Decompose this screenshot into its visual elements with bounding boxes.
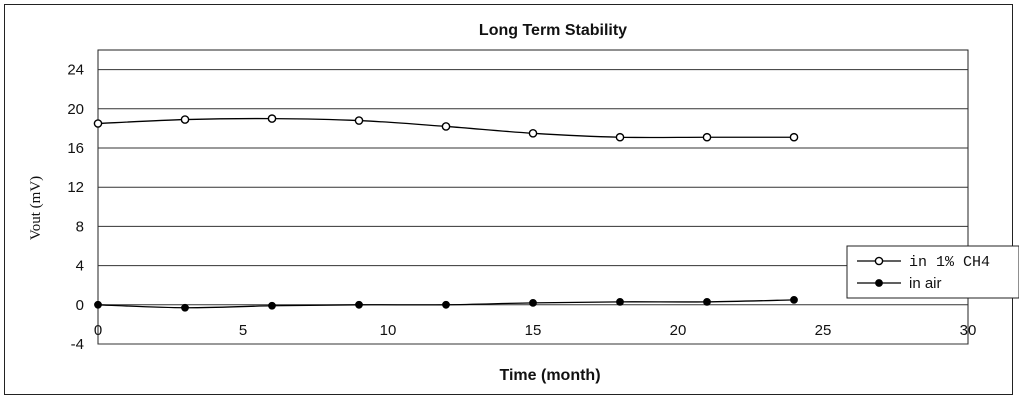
data-point [703,297,711,306]
y-tick-label: 24 [67,62,84,79]
data-point [441,122,451,131]
x-tick-label: 30 [960,322,977,339]
data-point [702,132,712,142]
y-tick-label: 8 [76,218,84,235]
data-point [789,132,799,142]
data-point [442,300,450,309]
legend-entry: in air [857,275,942,292]
legend: in 1% CH4 in air [846,245,1019,299]
grid-lines [98,69,968,345]
data-point [615,132,625,142]
data-point [267,114,277,123]
data-point [181,303,189,312]
y-axis-label: Vout (mV) [28,176,44,240]
data-point [93,119,103,128]
y-tick-label: -4 [71,336,84,353]
data-point [180,115,190,124]
data-point [790,295,798,304]
x-tick-label: 10 [380,322,397,339]
y-tick-label: 0 [76,297,84,314]
y-tick-label: 20 [67,101,84,118]
x-tick-label: 5 [239,322,247,339]
data-point [354,116,364,125]
legend-box [846,245,1019,299]
x-tick-label: 0 [94,322,102,339]
legend-label: in 1% CH4 [909,254,990,271]
data-point [529,298,537,307]
x-axis-label: Time (month) [499,367,600,384]
data-point [94,300,102,309]
data-point [528,128,538,138]
legend-entry: in 1% CH4 [857,254,990,271]
series-layer [93,114,799,312]
axis-ticks: -4 0 4 8 12 16 20 24 0 5 10 15 20 25 30 [67,62,976,353]
data-point [355,300,363,309]
legend-label: in air [909,275,942,292]
x-tick-label: 25 [815,322,832,339]
series-1 [94,295,798,312]
x-tick-label: 15 [525,322,542,339]
legend-marker [875,279,883,287]
series-0 [93,114,799,142]
y-tick-label: 12 [67,179,84,196]
legend-marker [874,256,884,266]
y-tick-label: 16 [67,140,84,157]
data-point [616,297,624,306]
data-point [268,301,276,310]
y-tick-label: 4 [76,258,84,275]
chart-title: Long Term Stability [479,22,627,39]
x-tick-label: 20 [670,322,687,339]
